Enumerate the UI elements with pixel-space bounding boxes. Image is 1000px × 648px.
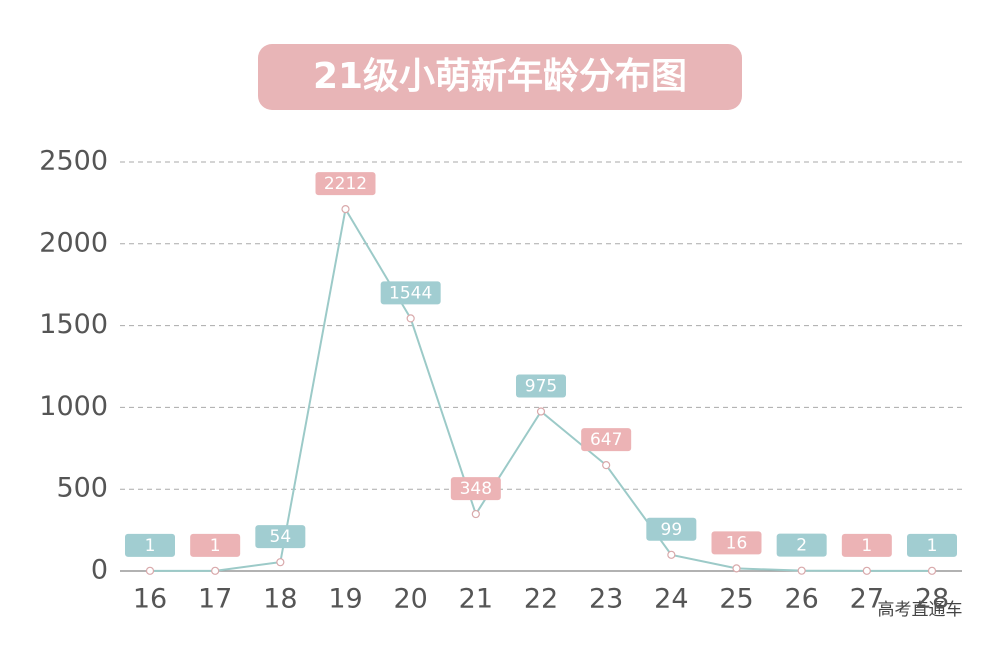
x-tick-label: 20 [393, 584, 427, 615]
label-box [776, 533, 827, 557]
x-tick-label: 16 [133, 584, 167, 615]
y-tick-label: 2000 [39, 227, 108, 258]
x-tick-label: 18 [263, 584, 297, 615]
point [797, 566, 806, 575]
y-tick-label: 1500 [39, 309, 108, 340]
x-tick-label: 24 [654, 584, 688, 615]
label-box [315, 172, 376, 196]
point [862, 566, 871, 575]
point [211, 566, 220, 575]
label-box [516, 374, 566, 398]
data-label: 348 [460, 479, 492, 499]
data-label: 1 [145, 536, 156, 556]
chart-title: 21级小萌新年龄分布图 [313, 56, 687, 97]
point [536, 407, 546, 416]
label-box [581, 428, 632, 452]
data-label: 54 [270, 527, 292, 547]
data-label: 647 [590, 430, 622, 450]
watermark: 高考直通车 [878, 600, 963, 620]
y-tick-label: 1000 [39, 391, 108, 422]
y-tick-label: 2500 [39, 146, 108, 177]
label-box [380, 281, 441, 305]
data-label: 16 [726, 533, 748, 553]
x-tick-label: 28 [915, 584, 949, 615]
label-box [646, 517, 697, 541]
data-label: 99 [661, 520, 683, 540]
data-label: 1 [927, 536, 938, 556]
data-label: 2 [796, 536, 807, 556]
label-box [450, 477, 501, 501]
point [406, 314, 415, 323]
point [145, 566, 155, 575]
y-tick-label: 500 [56, 473, 108, 504]
point [927, 566, 937, 575]
x-tick-label: 26 [784, 584, 818, 615]
point [732, 564, 741, 573]
x-tick-label: 25 [719, 584, 753, 615]
data-label: 2212 [324, 174, 367, 194]
x-tick-label: 23 [589, 584, 623, 615]
point [341, 205, 350, 214]
title-box [258, 44, 742, 110]
label-box [190, 533, 241, 557]
label-box [907, 533, 957, 557]
label-box [255, 525, 306, 549]
point [276, 558, 285, 567]
y-tick-label: 0 [91, 555, 108, 586]
label-box [841, 533, 892, 557]
x-tick-label: 27 [850, 584, 884, 615]
label-box [711, 531, 762, 555]
label-box [125, 533, 175, 557]
point [602, 461, 611, 470]
data-label: 1544 [389, 283, 432, 303]
x-tick-label: 22 [524, 584, 558, 615]
x-tick-label: 19 [328, 584, 362, 615]
data-label: 1 [210, 536, 221, 556]
x-tick-label: 21 [459, 584, 493, 615]
data-label: 1 [861, 536, 872, 556]
point [471, 509, 480, 519]
x-tick-label: 17 [198, 584, 232, 615]
point [667, 550, 676, 559]
data-label: 975 [525, 376, 557, 396]
